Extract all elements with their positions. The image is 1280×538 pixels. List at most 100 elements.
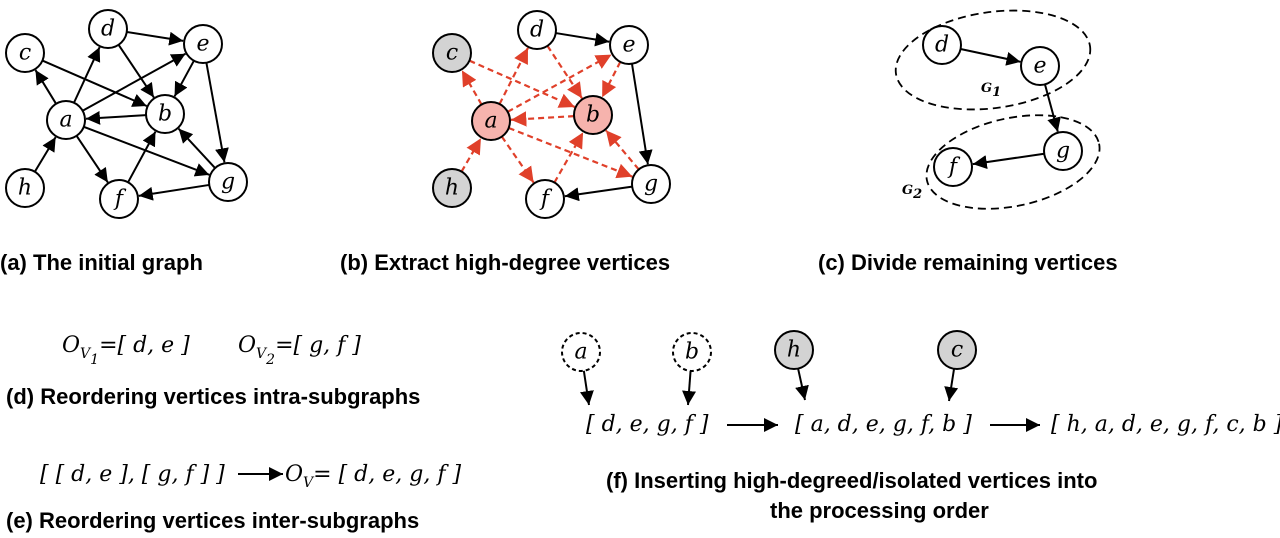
edge-a-d [498, 47, 529, 105]
vertex-label: a [574, 340, 587, 365]
vertex-d: d [922, 25, 962, 65]
panel-divide-remaining: G1 G2 d e f g [894, 9, 1101, 210]
panel-insert-vertices: [ d, e, g, f ] [ a, d, e, g, f, b ] [ h,… [561, 330, 1280, 523]
vertex-circle [1020, 46, 1060, 86]
edge-c-b [468, 59, 576, 108]
vertex-label: c [951, 338, 963, 363]
order-list-2: [ a, d, e, g, f, b ] [795, 412, 972, 437]
vertex-label: e [196, 32, 209, 57]
vertex-b: b [145, 94, 185, 134]
vertex-label: h [18, 176, 32, 201]
edge-a-c [460, 69, 483, 106]
subgraph-g2-boundary [925, 114, 1101, 210]
edge-a-g [83, 125, 210, 177]
vertex-h: h [5, 168, 45, 208]
edge-g-f [138, 183, 210, 201]
ov1-expression: OV1=[ d, e ] [62, 333, 190, 368]
vertex-circle [1043, 131, 1083, 171]
caption-f-line2: the processing order [770, 498, 989, 523]
vertex-label: c [19, 41, 31, 66]
vertex-circle [573, 95, 613, 135]
vertex-label: h [787, 338, 801, 363]
vertex-label: a [484, 109, 497, 134]
edge-a-c [34, 69, 57, 105]
vertex-c: c [937, 330, 977, 370]
vertex-label: g [644, 172, 658, 197]
vertex-circle [672, 332, 712, 372]
vertex-g: g [208, 162, 248, 202]
vertex-circle [5, 33, 45, 73]
vertex-circle [631, 164, 671, 204]
vertex-e: e [609, 25, 649, 65]
vertex-f: f [933, 147, 973, 187]
edge-a-g [508, 126, 633, 179]
g1-label: G1 [981, 81, 1001, 100]
insert-arrow-a [579, 370, 594, 406]
vertex-a: a [561, 332, 601, 372]
ov2-expression: OV2=[ g, f ] [238, 333, 361, 368]
vertex-d: d [88, 9, 128, 49]
vertex-label: d [935, 33, 949, 58]
vertex-label: b [586, 103, 600, 128]
caption-f-line1: (f) Inserting high-degreed/isolated vert… [606, 468, 1097, 493]
edge-h-a [460, 137, 482, 173]
nested-list: [ [ d, e ], [ g, f ] ] [40, 462, 225, 487]
edge-c-b [42, 59, 148, 107]
vertex-circle [525, 179, 565, 219]
panel-extract-high-degree: a b c h d e f g [432, 10, 671, 219]
edge-e-b [601, 61, 622, 98]
edge-a-f [75, 135, 109, 183]
caption-c: (c) Divide remaining vertices [818, 250, 1118, 275]
vertex-g: g [1043, 131, 1083, 171]
caption-a: (a) The initial graph [0, 250, 203, 275]
edge-b-a [510, 111, 575, 127]
vertex-a: a [471, 101, 511, 141]
subgraph-g1-boundary [894, 9, 1092, 111]
edge-b-a [85, 110, 147, 125]
caption-d: (d) Reordering vertices intra-subgraphs [6, 384, 420, 409]
edge-e-g [205, 62, 229, 163]
edge-g-b [605, 129, 640, 171]
vertex-label: c [446, 41, 458, 66]
vertex-e: e [183, 24, 223, 64]
vertex-h: h [432, 168, 472, 208]
vertex-f: f [99, 179, 139, 219]
vertex-f: f [525, 179, 565, 219]
vertex-c: c [432, 33, 472, 73]
edge-a-e [82, 52, 186, 112]
caption-e: (e) Reordering vertices inter-subgraphs [6, 508, 419, 533]
vertex-label: e [1033, 54, 1046, 79]
edge-f-b [127, 131, 157, 183]
vertex-circle [609, 25, 649, 65]
vertex-circle [774, 330, 814, 370]
caption-b: (b) Extract high-degree vertices [340, 250, 670, 275]
vertex-circle [99, 179, 139, 219]
vertex-circle [5, 168, 45, 208]
edge-e-g [1043, 84, 1061, 132]
panel-intra-reordering: OV1=[ d, e ] OV2=[ g, f ] (d) Reordering… [6, 333, 420, 409]
vertex-circle [937, 330, 977, 370]
edge-g-b [177, 127, 216, 169]
edge-d-e [960, 48, 1021, 66]
vertex-a: a [46, 100, 86, 140]
vertex-circle [922, 25, 962, 65]
vertex-circle [517, 10, 557, 50]
vertex-c: c [5, 33, 45, 73]
edge-a-d [73, 46, 101, 104]
edge-a-f [500, 135, 535, 184]
panel-initial-graph: a b c d e f g h [5, 9, 248, 219]
vertex-d: d [517, 10, 557, 50]
vertex-circle [88, 9, 128, 49]
edge-d-b [546, 45, 583, 99]
g2-label: G2 [902, 183, 922, 202]
insert-arrow-b [682, 370, 697, 406]
vertex-label: d [101, 17, 115, 42]
order-list-1: [ d, e, g, f ] [586, 412, 709, 437]
edge-e-b [173, 60, 195, 97]
edge-g-f [564, 185, 633, 202]
vertex-b: b [573, 95, 613, 135]
vertex-circle [46, 100, 86, 140]
vertex-circle [145, 94, 185, 134]
order-list-3: [ h, a, d, e, g, f, c, b ] [1051, 412, 1280, 437]
